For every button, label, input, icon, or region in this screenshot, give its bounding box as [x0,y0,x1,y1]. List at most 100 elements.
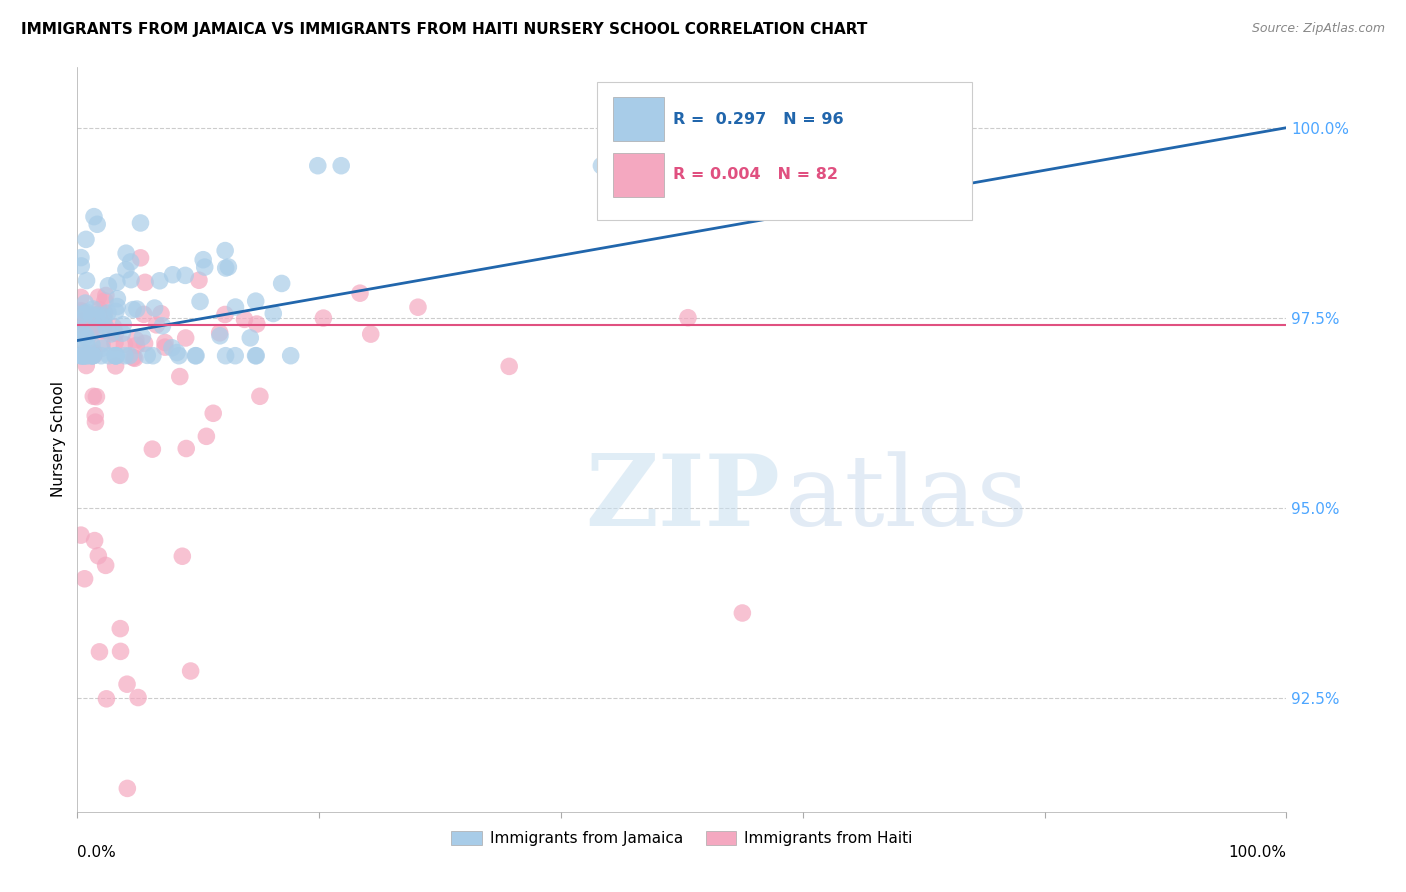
Point [70,339,93,353]
Text: R = 0.004   N = 82: R = 0.004 N = 82 [673,168,838,182]
Point [75,328,97,343]
Point [70,349,93,363]
Point [82,349,104,363]
Point [82,321,104,335]
Point [245,349,267,363]
Point [117,781,139,796]
Point [105,292,128,306]
FancyBboxPatch shape [613,97,664,141]
Point [115,246,138,260]
Point [83,210,105,224]
Point [143,301,166,315]
Point [70,251,93,265]
Point [108,468,131,483]
Point [162,268,184,282]
Point [208,326,231,340]
Point [70,290,93,304]
Point [84,409,107,423]
Point [76,305,98,319]
Point [90,341,112,355]
Point [349,286,371,301]
Point [731,606,754,620]
Point [94,293,117,308]
FancyBboxPatch shape [613,153,664,197]
Point [118,349,141,363]
Point [215,260,238,275]
Point [105,300,128,314]
Point [193,252,215,267]
Point [104,326,127,341]
Point [70,322,93,336]
Point [134,276,156,290]
Point [73,314,96,328]
Point [169,369,191,384]
Point [124,351,146,366]
Point [122,302,145,317]
Point [184,349,207,363]
Point [676,310,699,325]
Text: ZIP: ZIP [585,450,780,548]
Text: IMMIGRANTS FROM JAMAICA VS IMMIGRANTS FROM HAITI NURSERY SCHOOL CORRELATION CHAR: IMMIGRANTS FROM JAMAICA VS IMMIGRANTS FR… [21,22,868,37]
Point [70,349,93,363]
Point [73,572,96,586]
Point [307,159,329,173]
Point [82,349,104,363]
Point [72,349,94,363]
Point [97,278,120,293]
Point [104,359,127,373]
Point [80,337,103,351]
Point [184,349,207,363]
Point [174,268,197,283]
Text: Source: ZipAtlas.com: Source: ZipAtlas.com [1251,22,1385,36]
Point [73,349,96,363]
Point [129,251,152,265]
Text: atlas: atlas [785,451,1028,547]
Point [100,326,122,341]
Point [82,349,104,363]
Point [149,274,172,288]
Point [111,326,134,341]
Point [591,159,613,173]
Point [70,325,93,339]
Point [214,349,236,363]
Point [498,359,520,374]
Point [110,622,132,636]
Point [150,307,173,321]
Point [70,528,93,542]
Point [110,644,132,658]
Point [76,349,98,363]
Point [86,308,108,322]
Point [72,305,94,319]
Point [73,345,96,359]
Point [208,328,231,343]
Point [360,327,382,342]
Point [84,415,107,429]
Point [134,336,156,351]
Point [153,340,176,354]
Point [79,321,101,335]
Point [152,318,174,333]
Point [76,321,98,335]
Point [174,331,197,345]
Point [195,429,218,443]
Point [75,359,97,373]
Point [153,335,176,350]
Text: 0.0%: 0.0% [77,846,117,860]
Point [214,244,236,258]
Point [188,294,211,309]
Point [93,310,115,325]
Point [89,302,111,317]
Point [70,303,93,318]
Point [82,301,104,316]
Point [79,349,101,363]
Point [75,313,97,327]
Point [87,549,110,563]
Point [280,349,302,363]
Point [172,549,194,564]
Y-axis label: Nursery School: Nursery School [51,381,66,498]
Point [125,338,148,352]
Point [82,389,104,403]
Point [86,390,108,404]
Point [93,306,115,320]
Point [90,349,112,363]
